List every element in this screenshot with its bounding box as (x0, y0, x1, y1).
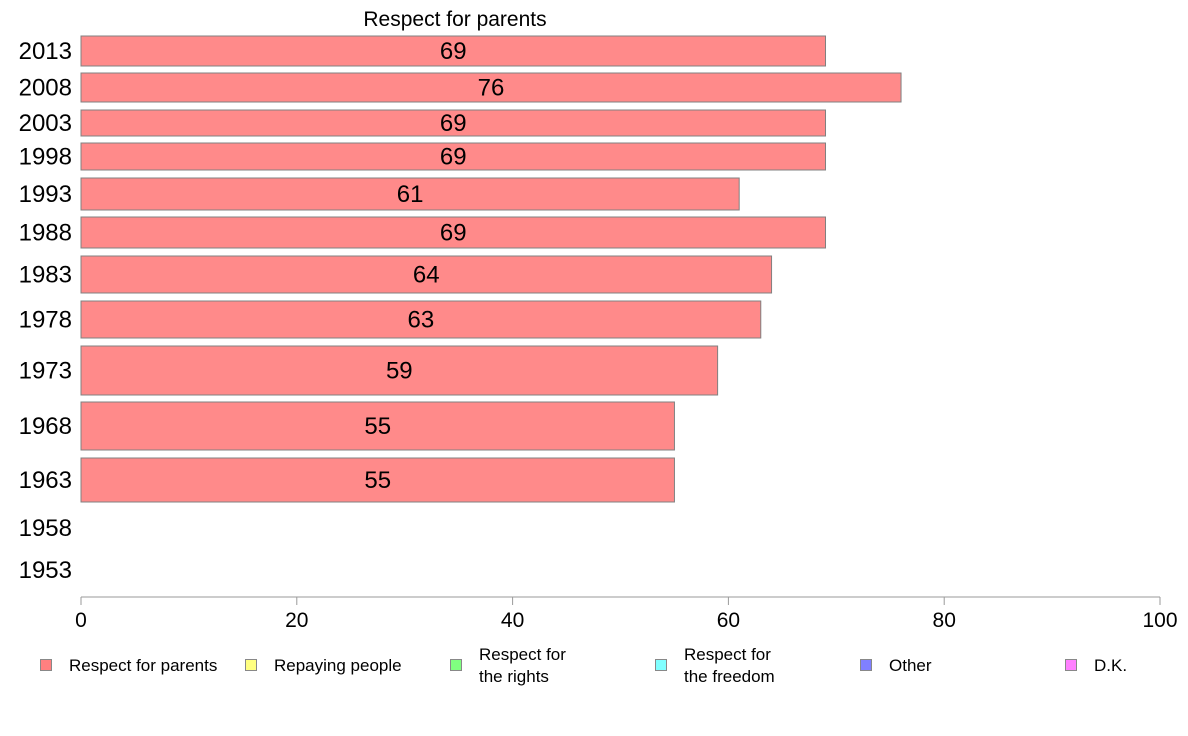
category-label-1963: 1963 (19, 467, 72, 494)
legend-swatch-5 (860, 659, 872, 671)
legend-label-3: Respect for the rights (479, 645, 566, 686)
bar-2003 (80, 109, 827, 137)
category-label-1953: 1953 (19, 557, 72, 584)
category-label-1993: 1993 (19, 181, 72, 208)
bar-2013 (80, 35, 827, 67)
legend-label-5: Other (889, 656, 932, 675)
x-tick-label-40: 40 (501, 609, 524, 632)
bar-1998 (80, 142, 827, 171)
legend-label-1: Respect for parents (69, 656, 218, 675)
category-label-1978: 1978 (19, 307, 72, 334)
bar-1978 (80, 300, 762, 339)
category-labels: 2013 2008 2003 1998 1993 1988 1983 1978 1973 1968… (19, 38, 72, 584)
legend-swatch-3 (450, 659, 462, 671)
data-label-1968: 55 (364, 413, 391, 440)
bar-1983 (80, 255, 773, 294)
category-label-1998: 1998 (19, 144, 72, 171)
data-label-1963: 55 (364, 467, 391, 494)
data-label-1988: 69 (440, 220, 467, 247)
x-tick-label-80: 80 (933, 609, 956, 632)
legend-swatch-6 (1065, 659, 1077, 671)
category-label-1988: 1988 (19, 220, 72, 247)
x-tick-label-60: 60 (717, 609, 740, 632)
category-label-1958: 1958 (19, 515, 72, 542)
bar-1968 (80, 401, 675, 451)
x-tick-label-20: 20 (285, 609, 308, 632)
category-label-2003: 2003 (19, 110, 72, 137)
bar-1963 (80, 457, 675, 503)
bar-1993 (80, 177, 740, 211)
category-label-1968: 1968 (19, 413, 72, 440)
category-label-2008: 2008 (19, 75, 72, 102)
data-label-1973: 59 (386, 358, 413, 385)
category-label-2013: 2013 (19, 38, 72, 65)
data-label-1983: 64 (413, 262, 440, 289)
data-label-1993: 61 (397, 181, 424, 208)
category-label-1973: 1973 (19, 358, 72, 385)
chart-title: Respect for parents (363, 8, 546, 31)
data-label-2003: 69 (440, 110, 467, 137)
legend-label-4: Respect for the freedom (684, 645, 775, 686)
legend-swatch-2 (245, 659, 257, 671)
x-tick-label-0: 0 (75, 609, 87, 632)
legend-label-2: Repaying people (274, 656, 402, 675)
bar-1973 (80, 345, 719, 396)
bar-2008 (80, 72, 902, 103)
bar-1988 (80, 216, 827, 249)
x-tick-label-100: 100 (1142, 609, 1177, 632)
category-label-1983: 1983 (19, 262, 72, 289)
data-label-2013: 69 (440, 38, 467, 65)
legend-label-6: D.K. (1094, 656, 1128, 675)
legend-swatch-4 (655, 659, 667, 671)
data-label-1998: 69 (440, 144, 467, 171)
x-axis: 0 20 40 60 80 100 (75, 596, 1178, 632)
data-label-1978: 63 (408, 307, 435, 334)
data-label-2008: 76 (478, 75, 505, 102)
legend-swatch-1 (40, 659, 52, 671)
